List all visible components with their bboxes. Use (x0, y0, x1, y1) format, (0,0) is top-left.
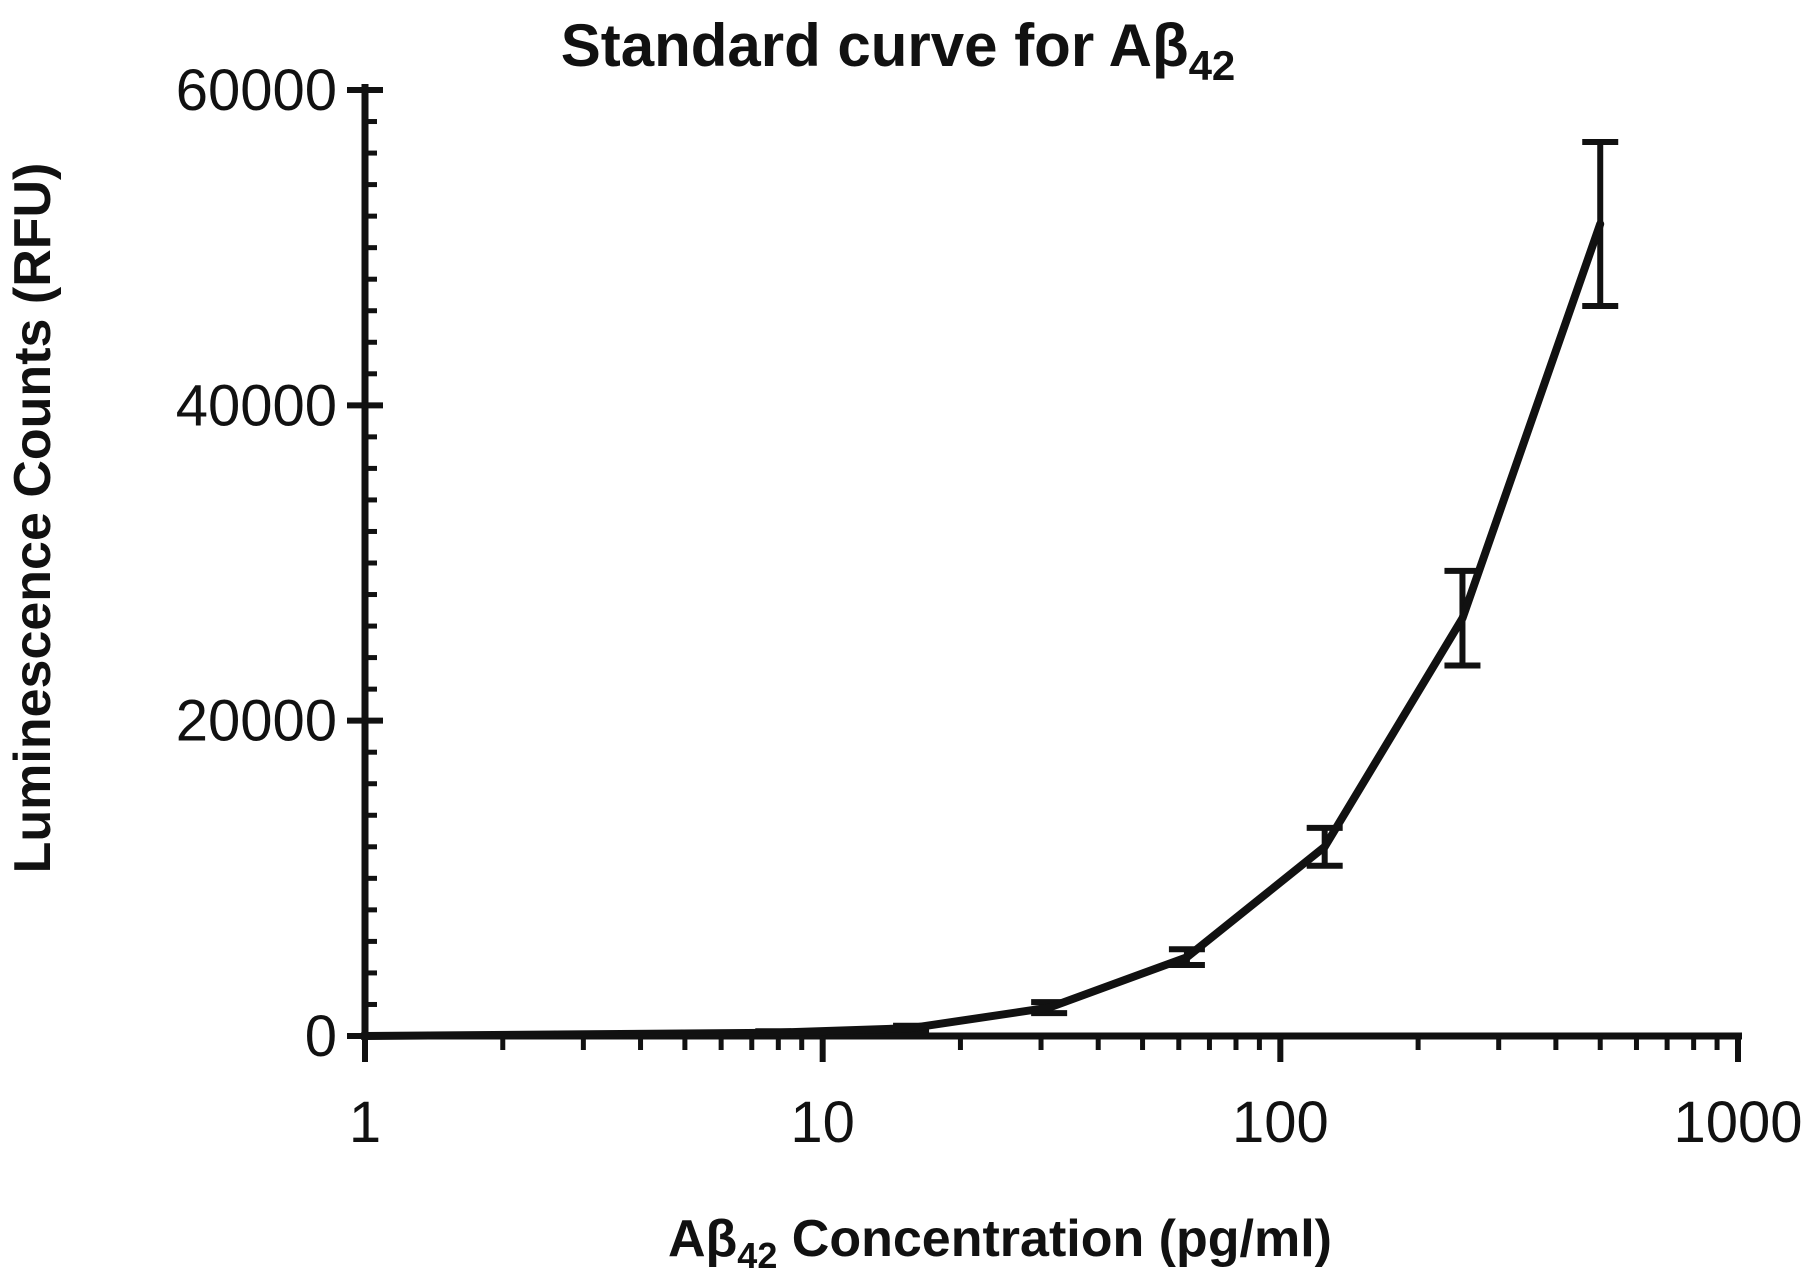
x-axis-ticks: 1 10 100 1000 (349, 1036, 1803, 1155)
x-axis-title-pre: Aβ (668, 1210, 737, 1268)
y-tick-label: 60000 (176, 58, 337, 123)
x-tick-label: 100 (1232, 1090, 1329, 1155)
y-tick-label: 40000 (176, 373, 337, 438)
x-tick-label: 10 (790, 1090, 855, 1155)
x-tick-label: 1000 (1673, 1090, 1802, 1155)
chart-title: Standard curve for Aβ42 (561, 12, 1236, 89)
error-bars (755, 139, 1619, 1038)
y-tick-label: 0 (305, 1004, 337, 1069)
chart-title-main: Standard curve for Aβ (561, 12, 1189, 79)
x-axis-title: Aβ42 Concentration (pg/ml) (668, 1210, 1332, 1276)
series-line (361, 220, 1605, 1040)
y-axis-ticks: 0 20000 40000 60000 (176, 58, 383, 1069)
y-tick-label: 20000 (176, 689, 337, 754)
x-axis-title-post: Concentration (pg/ml) (777, 1210, 1332, 1268)
chart-title-subscript: 42 (1189, 42, 1236, 89)
y-axis-title: Luminescence Counts (RFU) (4, 163, 62, 874)
x-axis-title-subscript: 42 (737, 1235, 777, 1276)
x-tick-label: 1 (349, 1090, 381, 1155)
axes (361, 84, 1742, 1040)
